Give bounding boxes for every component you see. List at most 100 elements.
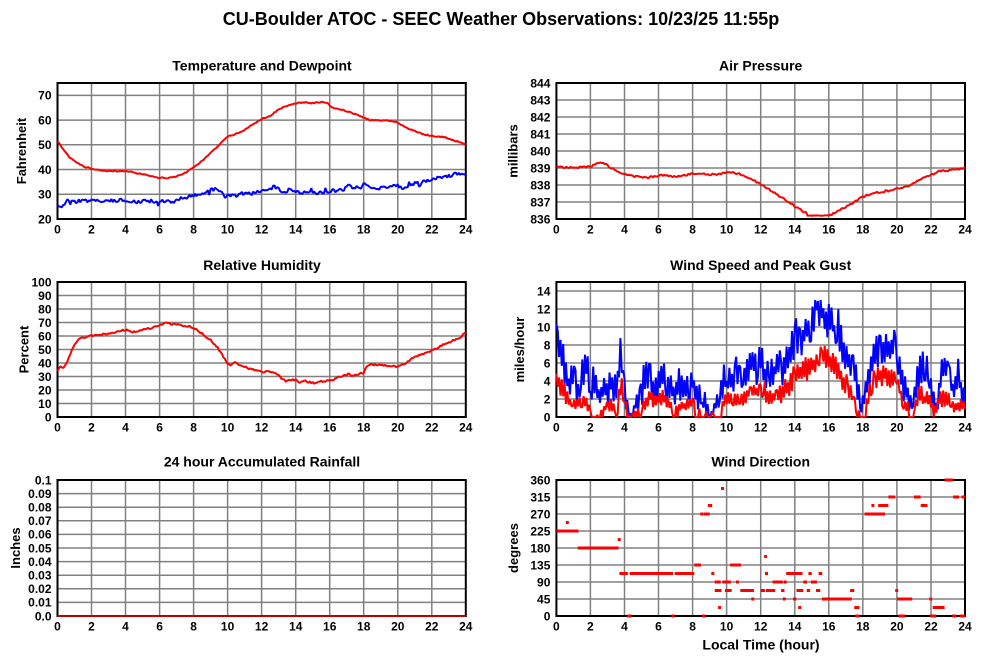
svg-text:Temperature and Dewpoint: Temperature and Dewpoint	[172, 58, 352, 74]
svg-text:CU-Boulder ATOC - SEEC Weather: CU-Boulder ATOC - SEEC Weather Observati…	[223, 9, 780, 29]
svg-text:0: 0	[54, 223, 61, 237]
svg-text:4: 4	[544, 374, 551, 388]
svg-text:50: 50	[38, 343, 52, 357]
svg-text:8: 8	[544, 338, 551, 352]
svg-text:miles/hour: miles/hour	[512, 317, 527, 383]
svg-text:10: 10	[221, 223, 235, 237]
svg-text:0: 0	[54, 421, 61, 435]
svg-text:0.08: 0.08	[28, 501, 52, 515]
svg-text:10: 10	[720, 421, 734, 435]
svg-text:8: 8	[190, 223, 197, 237]
svg-text:12: 12	[255, 421, 269, 435]
svg-text:843: 843	[530, 93, 550, 107]
svg-text:24: 24	[958, 421, 972, 435]
svg-text:Inches: Inches	[8, 527, 23, 568]
svg-text:270: 270	[530, 507, 550, 521]
svg-text:16: 16	[822, 421, 836, 435]
svg-text:22: 22	[924, 421, 938, 435]
svg-text:22: 22	[425, 421, 439, 435]
svg-text:4: 4	[621, 223, 628, 237]
svg-text:14: 14	[289, 421, 303, 435]
svg-text:0.01: 0.01	[28, 596, 52, 610]
svg-text:2: 2	[587, 223, 594, 237]
svg-text:Wind Direction: Wind Direction	[711, 454, 810, 470]
svg-text:30: 30	[38, 188, 52, 202]
svg-text:10: 10	[221, 421, 235, 435]
svg-text:2: 2	[587, 421, 594, 435]
svg-text:2: 2	[587, 620, 594, 634]
svg-text:20: 20	[391, 223, 405, 237]
svg-text:10: 10	[38, 397, 52, 411]
svg-text:6: 6	[156, 620, 163, 634]
svg-text:Relative Humidity: Relative Humidity	[203, 257, 321, 273]
svg-text:22: 22	[425, 223, 439, 237]
svg-text:24: 24	[459, 620, 473, 634]
svg-text:18: 18	[357, 620, 371, 634]
svg-text:8: 8	[689, 223, 696, 237]
svg-text:6: 6	[544, 356, 551, 370]
svg-text:18: 18	[856, 421, 870, 435]
svg-text:10: 10	[221, 620, 235, 634]
svg-text:14: 14	[537, 284, 551, 298]
svg-text:22: 22	[425, 620, 439, 634]
svg-text:360: 360	[530, 473, 550, 487]
svg-text:Wind Speed and Peak Gust: Wind Speed and Peak Gust	[670, 257, 851, 273]
svg-text:10: 10	[720, 620, 734, 634]
svg-text:4: 4	[122, 620, 129, 634]
svg-text:20: 20	[391, 421, 405, 435]
svg-text:14: 14	[788, 223, 802, 237]
svg-text:70: 70	[38, 316, 52, 330]
svg-text:50: 50	[38, 138, 52, 152]
svg-text:16: 16	[323, 421, 337, 435]
svg-text:0.03: 0.03	[28, 569, 52, 583]
svg-text:2: 2	[544, 392, 551, 406]
svg-text:0.0: 0.0	[35, 609, 52, 623]
svg-text:2: 2	[88, 223, 95, 237]
svg-text:100: 100	[31, 275, 51, 289]
svg-text:0.09: 0.09	[28, 487, 52, 501]
svg-text:2: 2	[88, 620, 95, 634]
svg-text:12: 12	[754, 620, 768, 634]
svg-text:30: 30	[38, 370, 52, 384]
svg-text:14: 14	[788, 421, 802, 435]
svg-text:4: 4	[122, 421, 129, 435]
svg-text:4: 4	[122, 223, 129, 237]
svg-text:0: 0	[553, 223, 560, 237]
svg-text:40: 40	[38, 163, 52, 177]
svg-text:8: 8	[190, 620, 197, 634]
svg-text:12: 12	[537, 302, 551, 316]
svg-text:10: 10	[537, 320, 551, 334]
svg-text:135: 135	[530, 558, 550, 572]
svg-text:836: 836	[530, 212, 550, 226]
svg-text:0.1: 0.1	[35, 473, 52, 487]
svg-text:315: 315	[530, 490, 550, 504]
svg-text:841: 841	[530, 127, 550, 141]
svg-text:14: 14	[289, 620, 303, 634]
svg-text:12: 12	[754, 223, 768, 237]
svg-text:4: 4	[621, 620, 628, 634]
svg-text:12: 12	[255, 620, 269, 634]
svg-text:842: 842	[530, 110, 550, 124]
svg-text:70: 70	[38, 89, 52, 103]
svg-text:18: 18	[357, 421, 371, 435]
svg-text:24: 24	[958, 223, 972, 237]
svg-text:10: 10	[720, 223, 734, 237]
svg-text:Fahrenheit: Fahrenheit	[14, 117, 29, 184]
svg-text:838: 838	[530, 178, 550, 192]
svg-text:Air Pressure: Air Pressure	[719, 58, 802, 74]
svg-text:6: 6	[156, 223, 163, 237]
svg-text:0.07: 0.07	[28, 514, 52, 528]
svg-text:20: 20	[38, 383, 52, 397]
svg-text:20: 20	[890, 620, 904, 634]
svg-text:2: 2	[88, 421, 95, 435]
svg-text:840: 840	[530, 144, 550, 158]
svg-text:18: 18	[357, 223, 371, 237]
svg-text:degrees: degrees	[506, 523, 521, 573]
svg-text:45: 45	[537, 592, 551, 606]
svg-text:14: 14	[289, 223, 303, 237]
svg-text:16: 16	[323, 223, 337, 237]
svg-text:180: 180	[530, 541, 550, 555]
svg-text:24: 24	[459, 421, 473, 435]
svg-text:16: 16	[822, 620, 836, 634]
svg-text:837: 837	[530, 195, 550, 209]
